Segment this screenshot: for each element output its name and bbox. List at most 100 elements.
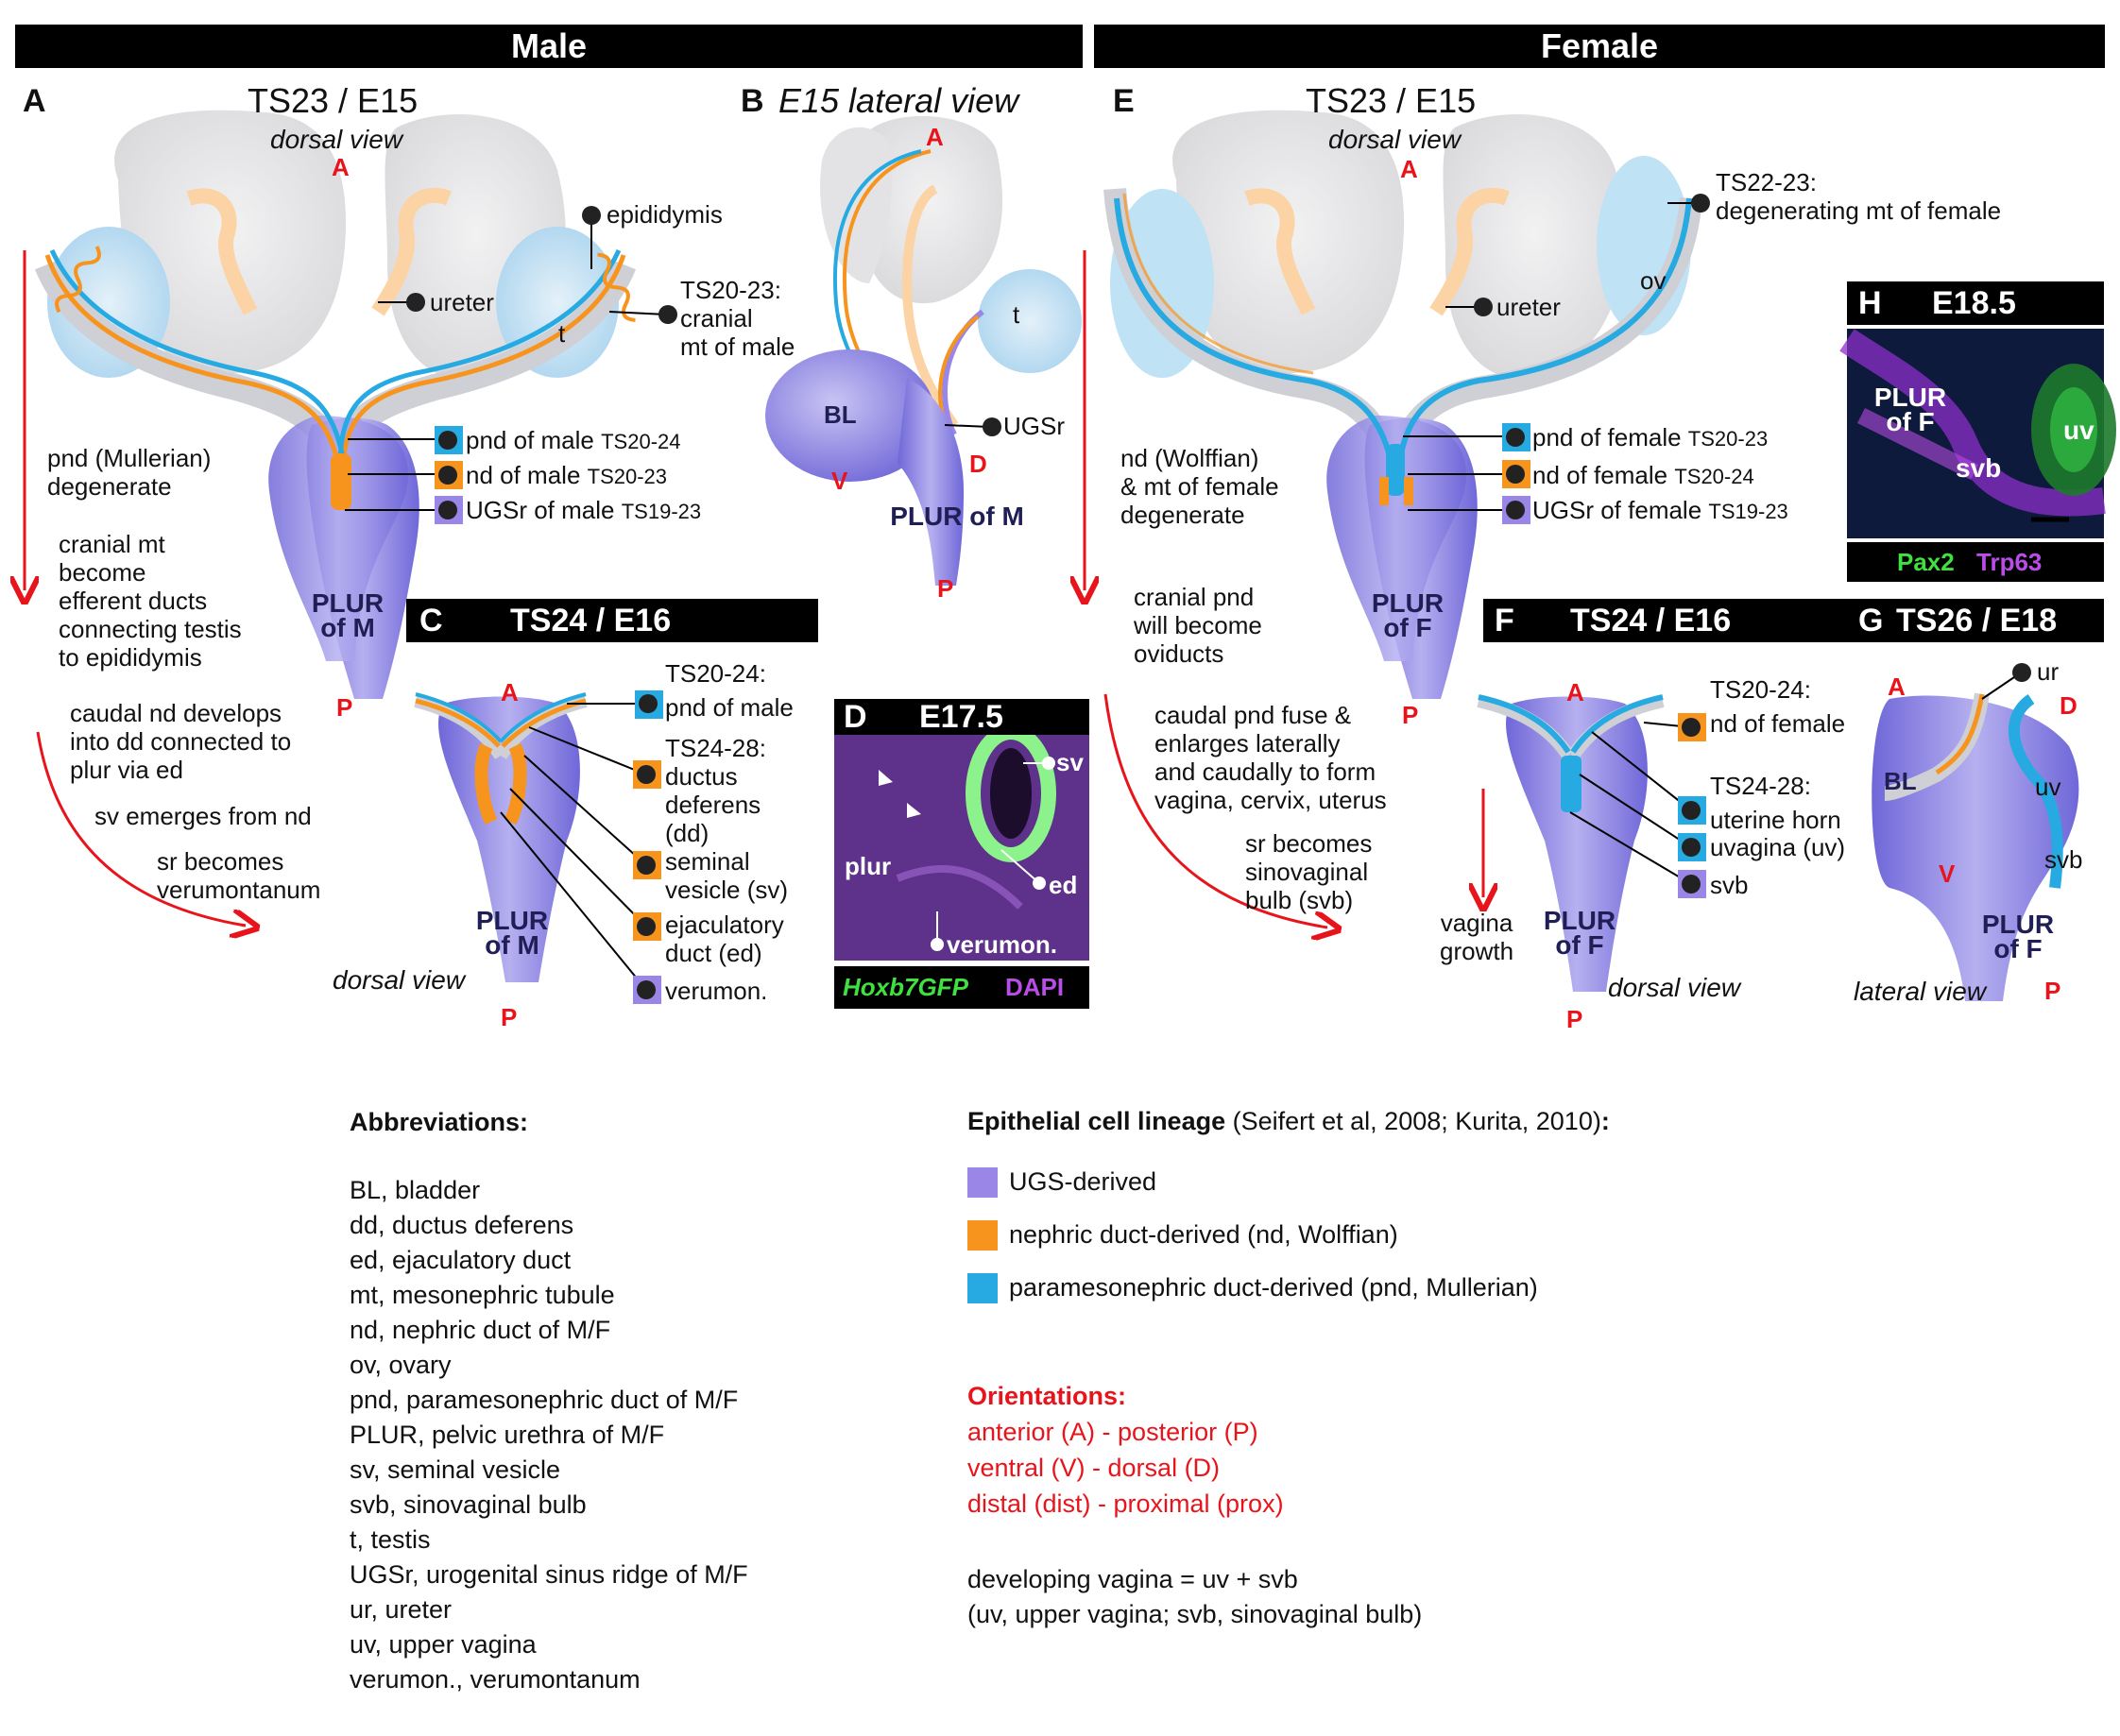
ugsr-female-ts: TS19-23 xyxy=(1708,500,1788,523)
panel-f-letter: F xyxy=(1495,603,1514,638)
panel-f-header: F TS24 / E16 xyxy=(1483,599,1880,642)
panel-c-ori-a: A xyxy=(501,678,519,706)
panel-b-drawing xyxy=(765,115,1082,586)
panel-g-view: lateral view xyxy=(1854,977,1987,1006)
note-e-3: caudal pnd fuse & enlarges laterally and… xyxy=(1154,701,1387,814)
label-g-svb: svb xyxy=(2044,845,2083,874)
orientation-item: distal (dist) - proximal (prox) xyxy=(967,1489,1284,1518)
label-cranial-mt: TS20-23: cranial mt of male xyxy=(680,276,795,361)
panel-g-ori-a: A xyxy=(1888,672,1906,701)
label-f-growth: vagina growth xyxy=(1440,909,1514,965)
plur-male-c xyxy=(438,696,580,982)
abbreviation-item: ov, ovary xyxy=(350,1351,452,1379)
abbreviation-item: t, testis xyxy=(350,1525,431,1554)
abbreviation-item: svb, sinovaginal bulb xyxy=(350,1490,587,1519)
label-h-plur: PLUR of F xyxy=(1873,383,1947,436)
abbreviation-item: BL, bladder xyxy=(350,1176,481,1204)
abbreviation-item: ed, ejaculatory duct xyxy=(350,1246,572,1274)
label-c-pnd: TS20-24: pnd of male xyxy=(665,659,794,722)
ugsr-female-text: UGSr of female xyxy=(1532,496,1702,524)
panel-f-view: dorsal view xyxy=(1608,973,1741,1002)
panel-c-letter: C xyxy=(419,603,443,638)
label-h-svb: svb xyxy=(1956,453,2002,483)
note-a-5: sr becomes verumontanum xyxy=(157,847,321,904)
abbreviation-item: ur, ureter xyxy=(350,1595,453,1624)
lineage-colon: : xyxy=(1600,1107,1610,1135)
stain-h-magenta: Trp63 xyxy=(1976,548,2043,576)
panel-e-drawing xyxy=(1085,110,1710,928)
panel-b-ori-a: A xyxy=(926,123,944,151)
panel-e-ori-p: P xyxy=(1402,701,1419,729)
stain-d-magenta: DAPI xyxy=(1005,973,1065,1001)
label-c-dd: TS24-28: ductus deferens (dd) xyxy=(665,734,766,847)
abbreviation-item: uv, upper vagina xyxy=(350,1630,537,1659)
orientations-heading: Orientations: xyxy=(967,1382,1127,1410)
label-h-uv: uv xyxy=(2063,416,2094,445)
label-d-ed: ed xyxy=(1049,871,1078,899)
note-e-4: sr becomes sinovaginal bulb (svb) xyxy=(1245,829,1373,914)
panel-f-title: TS24 / E16 xyxy=(1570,603,1732,638)
female-header: Female xyxy=(1094,25,2105,68)
pnd-male-text: pnd of male xyxy=(466,426,594,454)
panel-g-ori-p: P xyxy=(2044,977,2061,1005)
label-g-bl: BL xyxy=(1884,767,1917,795)
panel-f-ori-p: P xyxy=(1566,1005,1583,1033)
note-e-2: cranial pnd will become oviducts xyxy=(1134,583,1262,668)
panel-e-letter: E xyxy=(1113,83,1135,119)
panel-b-ori-p: P xyxy=(937,574,954,603)
panel-g-letter: G xyxy=(1858,603,1884,638)
abbreviation-item: dd, ductus deferens xyxy=(350,1211,574,1239)
label-bl-b: BL xyxy=(824,400,857,429)
label-d-verumon: verumon. xyxy=(947,930,1058,959)
panel-g-ori-d: D xyxy=(2060,691,2077,720)
abbreviation-item: sv, seminal vesicle xyxy=(350,1455,561,1484)
label-d-plur: plur xyxy=(845,852,892,880)
note-a-3: caudal nd develops into dd connected to … xyxy=(70,699,292,784)
nd-female-ts: TS20-24 xyxy=(1674,465,1754,488)
panel-a-ori-p: P xyxy=(336,693,353,722)
panel-a-title: TS23 / E15 xyxy=(248,81,419,120)
orientation-item: ventral (V) - dorsal (D) xyxy=(967,1454,1221,1482)
lineage-swatch xyxy=(967,1273,998,1303)
panel-g-header: G TS26 / E18 xyxy=(1847,599,2104,642)
panel-g-title: TS26 / E18 xyxy=(1896,603,2058,638)
label-ugsr-b: UGSr xyxy=(1003,412,1065,440)
label-d-sv: sv xyxy=(1056,748,1084,776)
male-header: Male xyxy=(15,25,1083,68)
label-f-uv: uvagina (uv) xyxy=(1710,833,1846,861)
vagina-note: developing vagina = uv + svb (uv, upper … xyxy=(967,1565,1423,1628)
label-ugsr-male: UGSr of male TS19-23 xyxy=(466,496,701,525)
label-g-ur: ur xyxy=(2037,657,2060,686)
ugsr-male-ts: TS19-23 xyxy=(621,500,702,523)
label-pnd-female: pnd of female TS20-23 xyxy=(1532,423,1768,452)
abbreviations-heading: Abbreviations: xyxy=(350,1108,529,1136)
bladder-b xyxy=(765,349,935,482)
panel-h-image xyxy=(1839,329,2116,582)
note-e-1: nd (Wolffian) & mt of female degenerate xyxy=(1120,444,1279,529)
nd-female-text: nd of female xyxy=(1532,461,1668,489)
label-c-ed: ejaculatory duct (ed) xyxy=(665,911,784,967)
lineage-swatch xyxy=(967,1220,998,1251)
label-f-horn: TS24-28: uterine horn xyxy=(1710,772,1841,834)
panel-h-header: H E18.5 xyxy=(1847,281,2104,325)
panel-f-ori-a: A xyxy=(1566,678,1584,706)
panel-a-view: dorsal view xyxy=(270,125,403,154)
abbreviation-item: verumon., verumontanum xyxy=(350,1665,641,1693)
plur-label-f: PLUR of F xyxy=(1543,906,1616,960)
pnd-male-ts: TS20-24 xyxy=(601,430,681,453)
panel-g-ori-v: V xyxy=(1939,859,1956,888)
panel-b-ori-d: D xyxy=(969,450,987,478)
pnd-female-text: pnd of female xyxy=(1532,423,1682,451)
label-degmt: TS22-23: degenerating mt of female xyxy=(1716,168,2002,225)
label-ov: ov xyxy=(1640,266,1667,295)
label-ureter-e: ureter xyxy=(1496,293,1561,321)
panel-c-view: dorsal view xyxy=(333,965,466,995)
panel-b-title: E15 lateral view xyxy=(778,81,1019,120)
plur-label-c: PLUR of M xyxy=(475,906,549,960)
abbreviation-item: PLUR, pelvic urethra of M/F xyxy=(350,1421,665,1449)
panel-a-letter: A xyxy=(23,83,46,119)
panel-d-image xyxy=(834,724,1089,1009)
label-g-uv: uv xyxy=(2035,773,2061,801)
ugsr-male-text: UGSr of male xyxy=(466,496,615,524)
pnd-female-ts: TS20-23 xyxy=(1687,427,1769,451)
